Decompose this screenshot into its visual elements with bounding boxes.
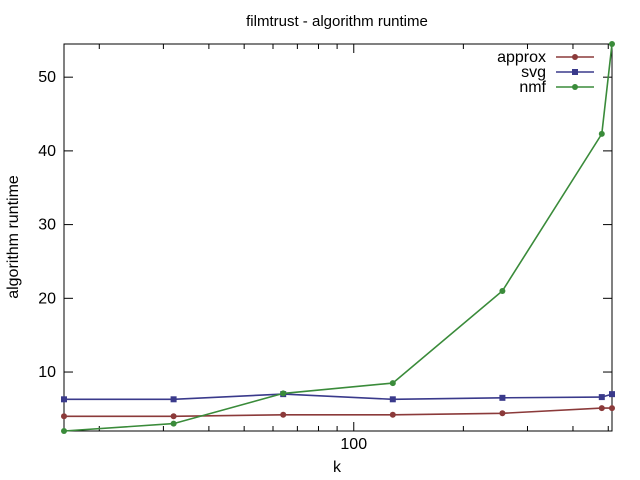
- series-line-nmf: [63, 43, 613, 432]
- data-point: [609, 41, 615, 47]
- data-point: [280, 411, 287, 418]
- data-point: [170, 420, 177, 427]
- legend-entry-nmf: nmf: [519, 79, 594, 96]
- legend-label: svg: [521, 64, 546, 81]
- legend-marker: [572, 84, 578, 90]
- data-point: [389, 380, 396, 387]
- x-axis-ticks: 100: [98, 44, 609, 453]
- y-tick-label: 20: [38, 290, 56, 307]
- data-point: [280, 390, 287, 397]
- series-approx: [61, 405, 615, 420]
- data-point: [598, 394, 605, 401]
- plot-border: [63, 43, 613, 432]
- legend-marker: [572, 54, 578, 60]
- chart-title: filmtrust - algorithm runtime: [246, 13, 428, 30]
- series-group: [61, 41, 615, 434]
- data-point: [389, 411, 396, 418]
- data-point: [61, 413, 67, 420]
- legend-entry-svg: svg: [521, 64, 594, 81]
- data-point: [499, 410, 506, 417]
- data-point: [170, 396, 177, 403]
- data-point: [389, 396, 396, 403]
- y-tick-label: 10: [38, 364, 56, 381]
- data-point: [609, 405, 615, 412]
- y-axis-ticks: 10 20 30 40 50: [38, 69, 612, 381]
- series-line-svg: [64, 393, 613, 401]
- data-point: [609, 391, 615, 398]
- data-point: [170, 413, 177, 420]
- data-point: [499, 287, 506, 294]
- x-tick-label: 100: [340, 436, 367, 453]
- data-point: [499, 394, 506, 401]
- chart-title-text: filmtrust - algorithm runtime: [246, 13, 428, 30]
- series-line-approx: [64, 407, 612, 418]
- data-point: [598, 130, 605, 137]
- y-tick-label: 40: [38, 143, 56, 160]
- y-tick-label: 50: [38, 69, 56, 86]
- legend-label: nmf: [519, 79, 546, 96]
- legend-entry-approx: approx: [497, 49, 594, 66]
- legend-marker: [572, 69, 578, 75]
- data-point: [61, 428, 67, 434]
- series-svg: [61, 391, 615, 403]
- data-point: [61, 396, 67, 403]
- data-point: [598, 405, 605, 412]
- legend-label: approx: [497, 49, 546, 66]
- x-axis-label: k: [333, 459, 342, 476]
- series-nmf: [61, 41, 615, 434]
- y-axis-label: algorithm runtime: [5, 175, 22, 299]
- y-tick-label: 30: [38, 217, 56, 234]
